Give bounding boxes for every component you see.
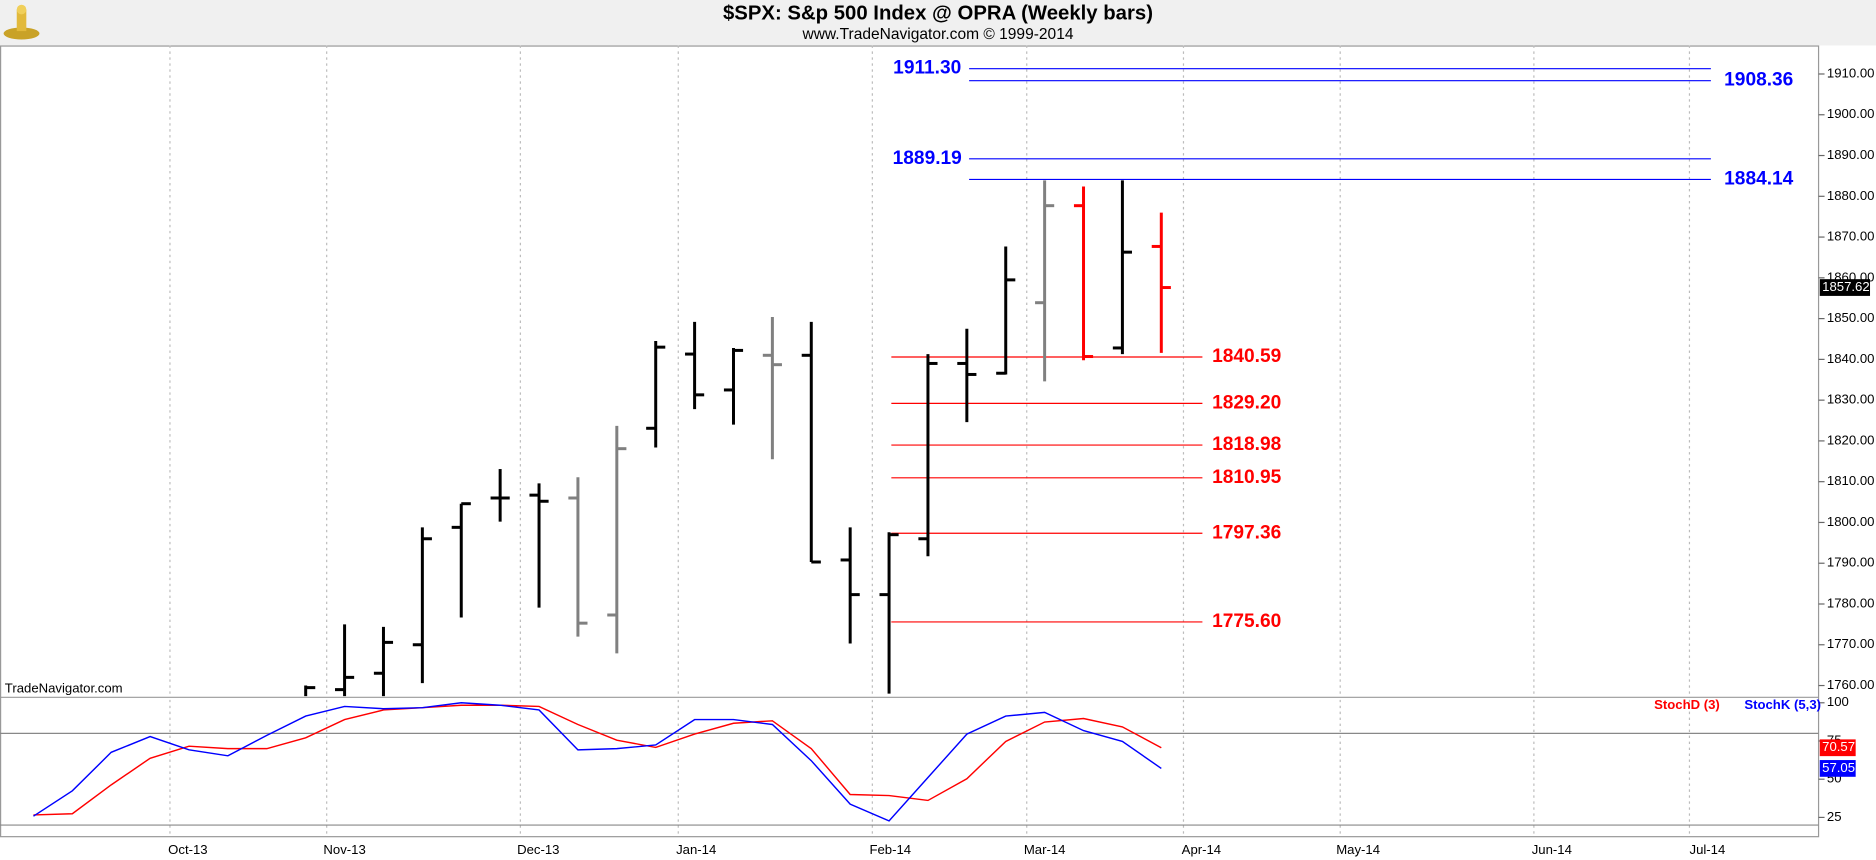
- chart-subtitle: www.TradeNavigator.com © 1999-2014: [801, 26, 1073, 43]
- x-tick-label: Nov-13: [323, 842, 365, 857]
- y-tick-label: 1780.00: [1827, 595, 1875, 610]
- legend-entry: StochK (5,3): [1744, 697, 1821, 712]
- y-tick-label: 1910.00: [1827, 65, 1875, 80]
- header-band: [0, 0, 1876, 46]
- last-price-box: [1819, 279, 1871, 296]
- y-tick-label: 1800.00: [1827, 514, 1875, 529]
- level-label: 1840.59: [1212, 346, 1281, 367]
- price-panel: [169, 45, 1711, 697]
- watermark: TradeNavigator.com: [5, 680, 123, 695]
- x-tick-label: Apr-14: [1182, 842, 1221, 857]
- x-tick-label: Jul-14: [1689, 842, 1725, 857]
- y-tick-label: 1820.00: [1827, 432, 1875, 447]
- y-tick-label: 1900.00: [1827, 106, 1875, 121]
- level-label: 1810.95: [1212, 467, 1282, 488]
- level-label: 1884.14: [1724, 168, 1794, 189]
- y-tick-label: 1850.00: [1827, 310, 1875, 325]
- level-label: 1889.19: [893, 148, 962, 169]
- chart-title: $SPX: S&p 500 Index @ OPRA (Weekly bars): [723, 3, 1153, 25]
- last-value-label: 70.57: [1822, 739, 1855, 754]
- last-value-label: 57.05: [1822, 760, 1855, 775]
- last-value-box: [1819, 739, 1856, 757]
- y-tick-label: 1770.00: [1827, 636, 1875, 651]
- legend-entry: StochD (3): [1654, 697, 1720, 712]
- level-label: 1818.98: [1212, 434, 1282, 455]
- last-price-label: 1857.62: [1822, 279, 1870, 294]
- stoch-panel: [0, 699, 1819, 838]
- x-tick-label: Dec-13: [517, 842, 559, 857]
- level-label: 1908.36: [1724, 70, 1793, 91]
- x-tick-label: Mar-14: [1024, 842, 1066, 857]
- stoch-line: [33, 704, 1162, 816]
- axes: Oct-13 Nov-13 Dec-13 Jan-14 Feb-14 Mar-14 Apr-…: [168, 58, 1874, 857]
- level-label: 1911.30: [893, 58, 961, 79]
- level-label: 1829.20: [1212, 392, 1281, 413]
- last-value-box: [1819, 760, 1856, 777]
- x-tick-label: Jun-14: [1532, 842, 1572, 857]
- y-tick-label: 1870.00: [1827, 229, 1875, 244]
- x-tick-label: May-14: [1336, 842, 1380, 857]
- x-tick-label: Oct-13: [168, 842, 207, 857]
- stoch-line: [33, 702, 1162, 822]
- y-tick-label: 1840.00: [1827, 351, 1875, 366]
- logo: [3, 4, 40, 40]
- y-tick-label: 1790.00: [1827, 555, 1875, 570]
- level-label: 1775.60: [1212, 611, 1281, 632]
- level-label: 1797.36: [1212, 522, 1281, 543]
- y-tick-label: 25: [1827, 809, 1842, 824]
- y-tick-label: 1760.00: [1827, 677, 1875, 692]
- x-tick-label: Feb-14: [869, 842, 911, 857]
- y-tick-label: 1890.00: [1827, 147, 1875, 162]
- y-tick-label: 1880.00: [1827, 188, 1875, 203]
- y-tick-label: 100: [1827, 694, 1849, 709]
- x-tick-label: Jan-14: [676, 842, 716, 857]
- y-tick-label: 1830.00: [1827, 392, 1875, 407]
- y-tick-label: 1810.00: [1827, 473, 1875, 488]
